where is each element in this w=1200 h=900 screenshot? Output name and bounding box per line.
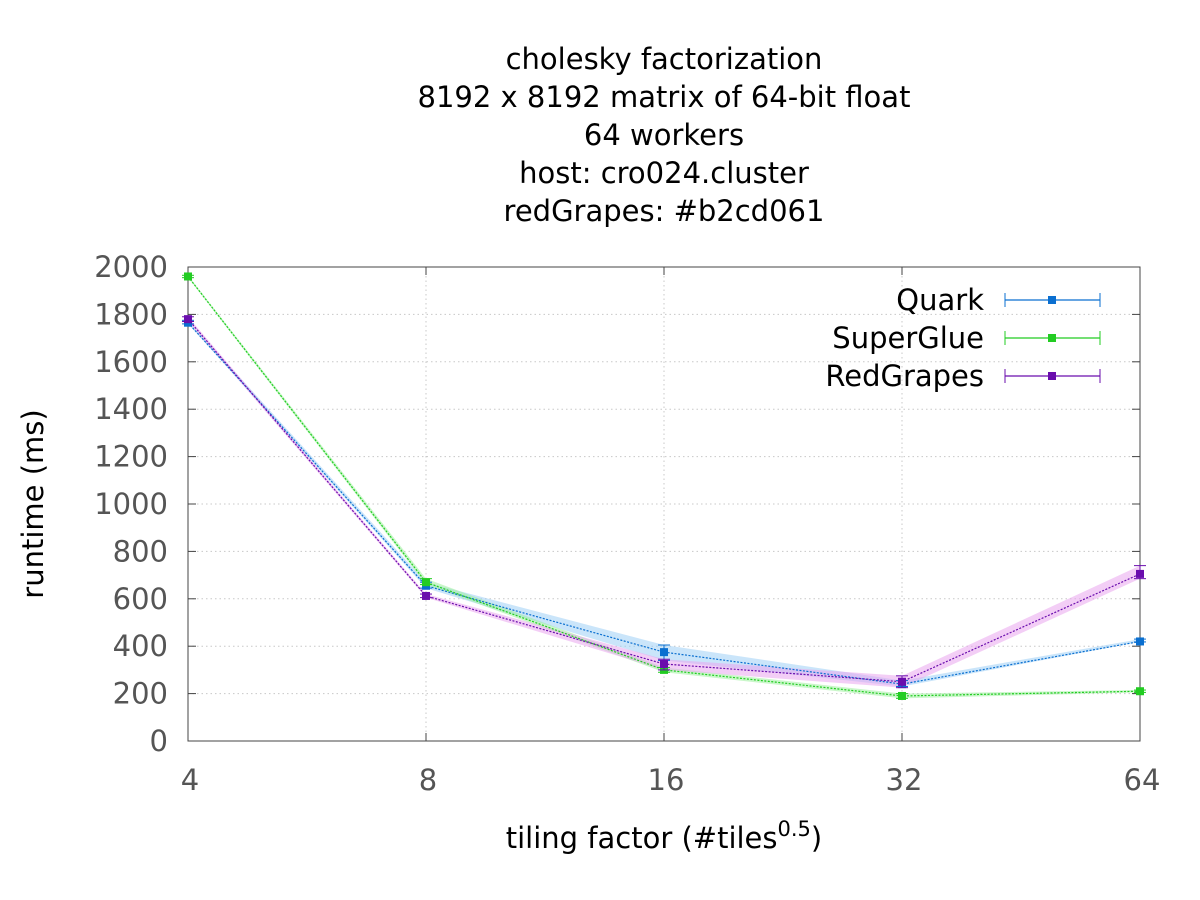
title-line: cholesky factorization [506,42,823,76]
series-line-quark [187,322,1141,685]
y-tick-label: 1000 [94,487,168,521]
x-axis-label-end: ) [811,821,822,855]
x-tick-label: 8 [419,763,437,797]
y-tick-label: 200 [113,677,168,711]
y-tick-label: 400 [113,629,168,663]
y-tick-label: 1800 [94,297,168,331]
confidence-bands [188,275,1140,699]
title-line: 64 workers [584,118,744,152]
y-tick-label: 1400 [94,392,168,426]
x-tick-label: 4 [181,763,199,797]
y-tick-label: 1600 [94,345,168,379]
title-line: redGrapes: #b2cd061 [504,194,825,228]
y-tick-label: 0 [150,724,168,758]
data-point-redgrapes [660,659,668,668]
legend-label-redgrapes: RedGrapes [825,359,984,393]
data-point-redgrapes [1136,569,1144,578]
legend-label-superglue: SuperGlue [832,321,984,355]
data-point-redgrapes [898,677,906,686]
x-axis: 4 8 16 32 64 [181,267,1161,797]
x-tick-label: 32 [886,763,923,797]
data-point-superglue [184,272,192,281]
data-point-superglue [898,691,906,700]
data-point-redgrapes [184,315,192,324]
legend-marker-superglue [1048,334,1056,342]
x-tick-label: 64 [1124,763,1161,797]
y-axis: 0 200 400 600 800 1000 1200 1400 1600 1800 2000 [94,250,1140,758]
x-axis-label-superscript: 0.5 [778,817,811,841]
legend-label-quark: Quark [896,283,984,317]
x-tick-label: 16 [648,763,685,797]
legend: Quark SuperGlue RedGrapes [825,283,1101,393]
y-tick-label: 600 [113,582,168,616]
legend-marker-quark [1048,296,1056,304]
y-tick-label: 800 [113,534,168,568]
data-point-quark [1136,637,1144,646]
series-lines [182,272,1146,700]
y-axis-label: runtime (ms) [16,409,50,598]
data-point-quark [660,648,668,657]
chart-title: cholesky factorization 8192 x 8192 matrix… [418,42,911,228]
title-line: host: cro024.cluster [519,156,809,190]
data-point-redgrapes [422,591,430,600]
data-point-superglue [422,578,430,587]
legend-marker-redgrapes [1048,372,1056,380]
y-tick-label: 2000 [94,250,168,284]
data-point-superglue [1136,687,1144,696]
y-tick-label: 1200 [94,440,168,474]
x-axis-label: tiling factor (#tiles0.5) [506,817,823,855]
title-line: 8192 x 8192 matrix of 64-bit float [418,80,911,114]
x-axis-label-main: tiling factor (#tiles [506,821,778,855]
